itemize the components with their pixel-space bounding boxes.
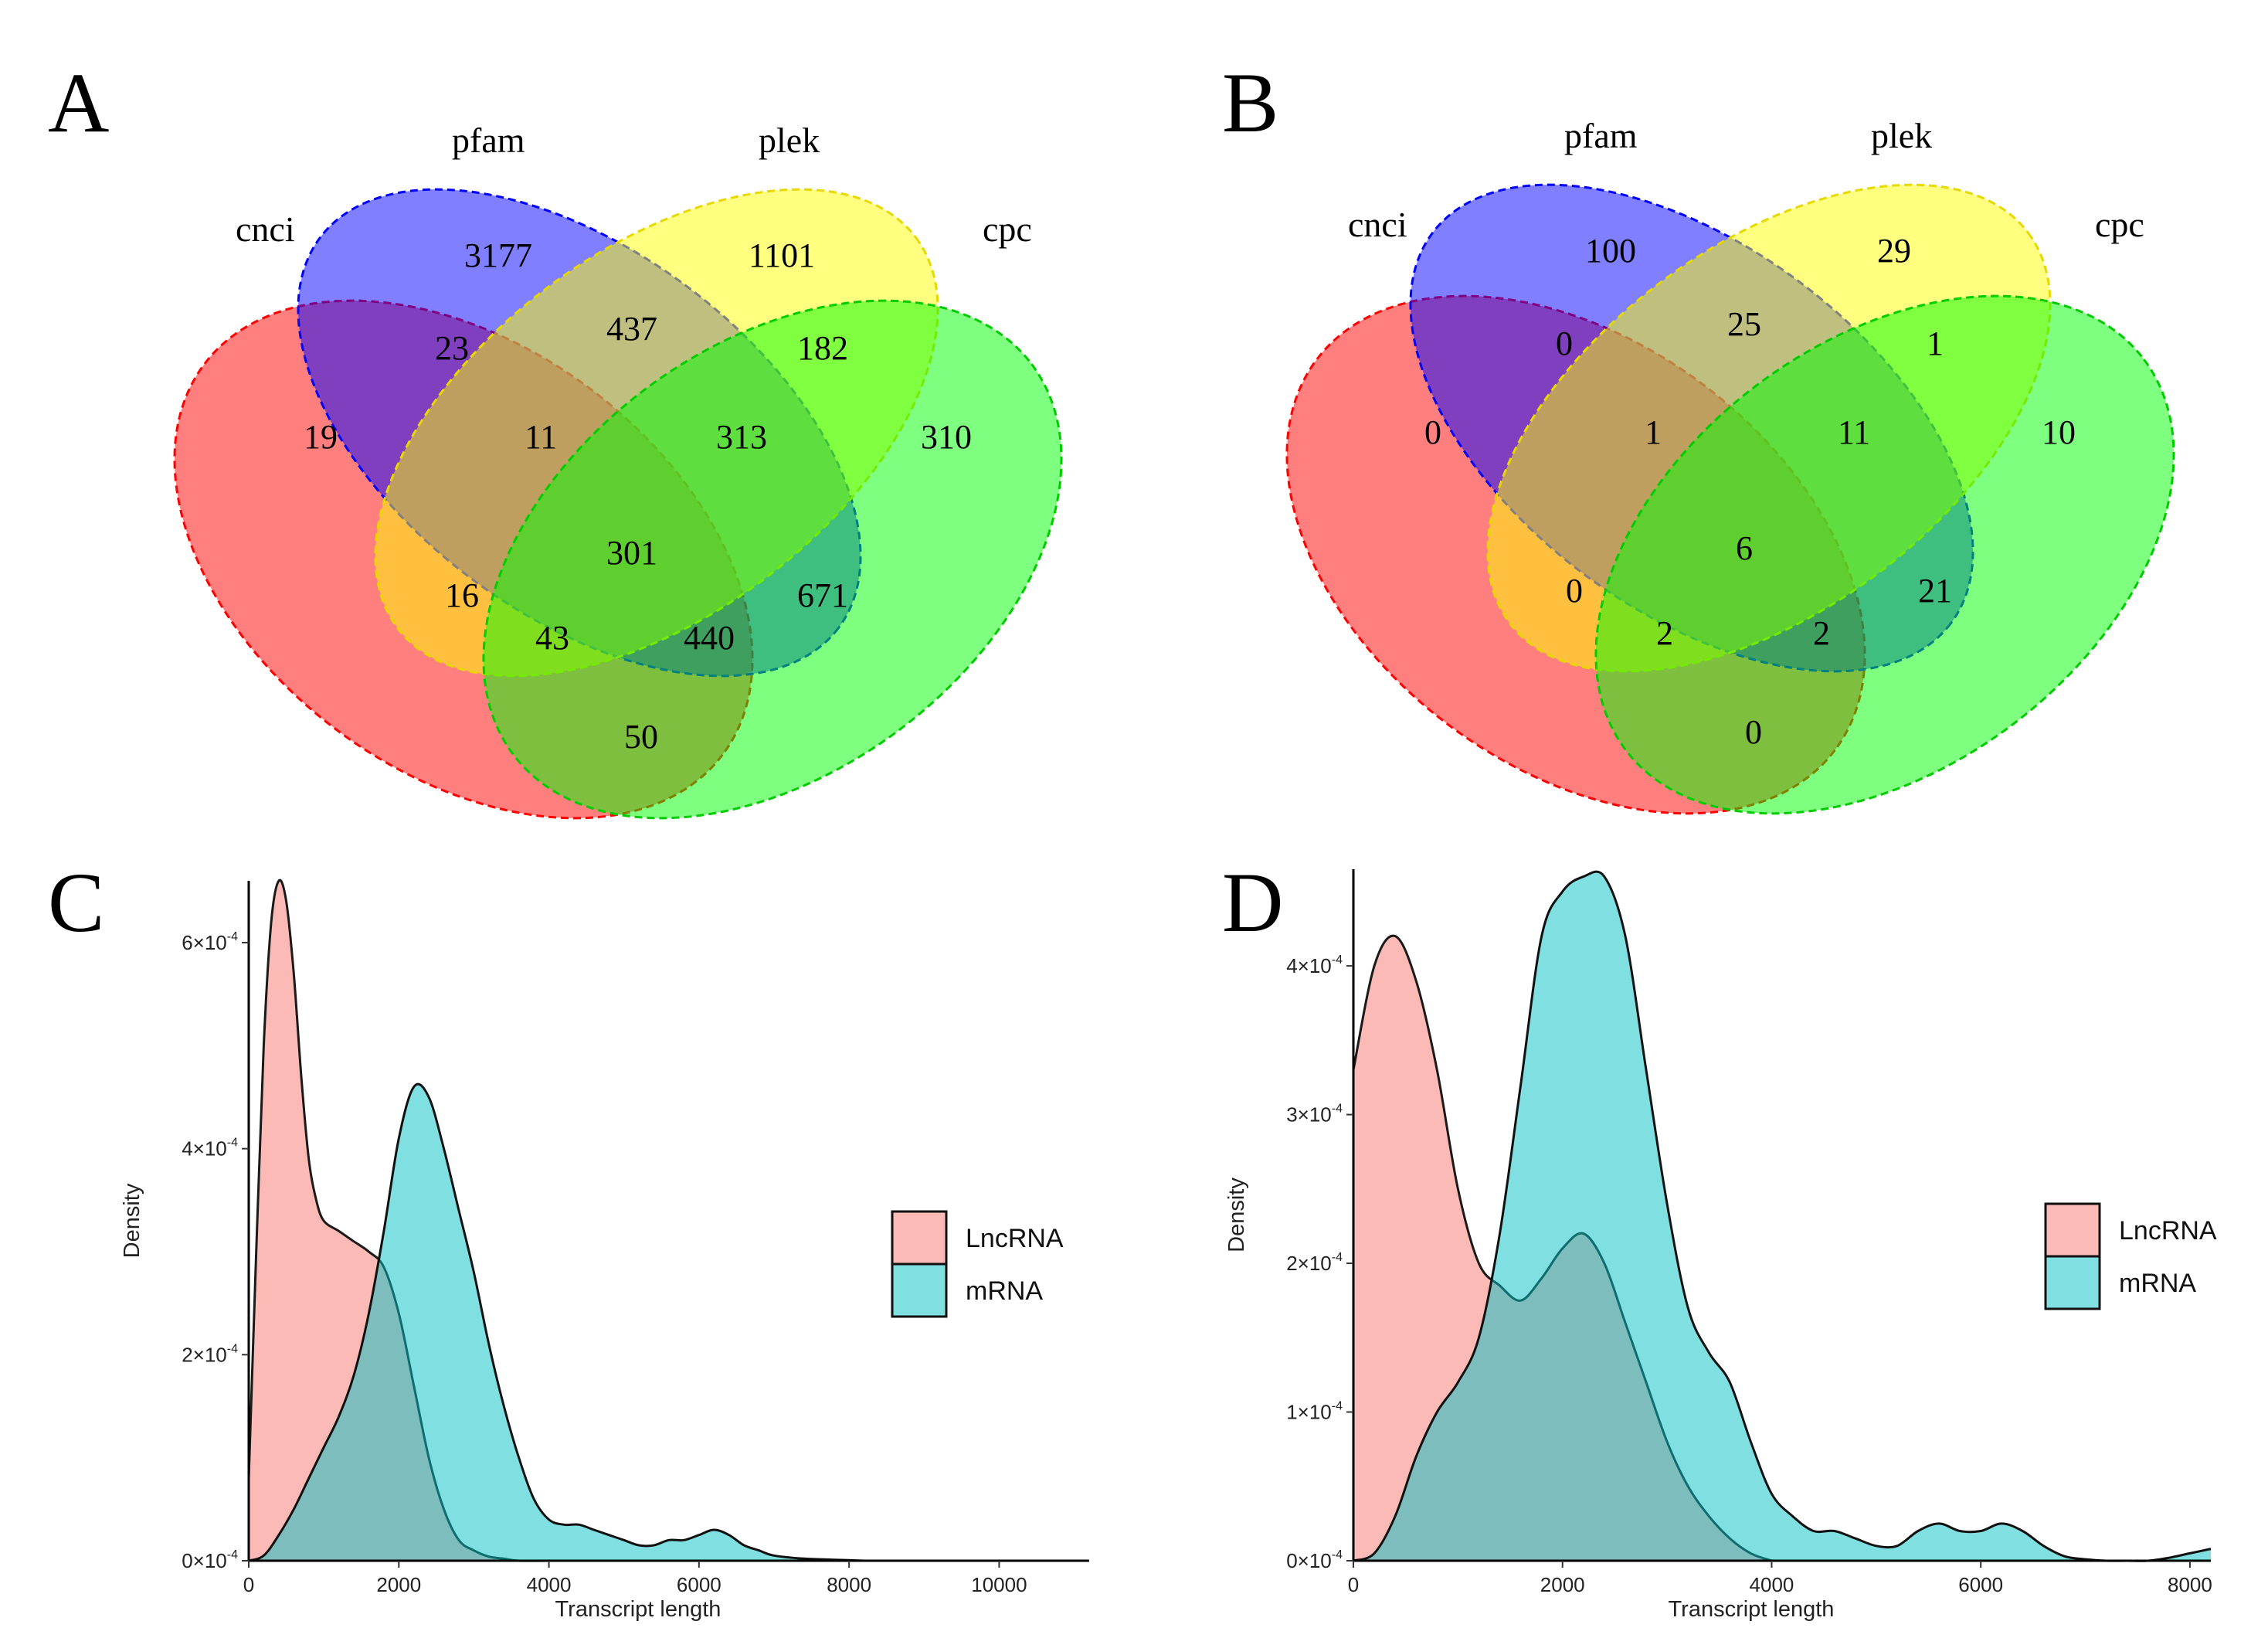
venn-a-label-pfam: pfam <box>452 121 525 160</box>
density-c-y-axis-title: Density <box>120 1183 144 1258</box>
panel-letter-d: D <box>1222 855 1283 950</box>
density-c-y-tick-label: 2×10-4 <box>182 1342 238 1366</box>
panel-c: C 0 2000 4000 6000 8000 10000 0×10-4 2×10-4 4×10… <box>48 855 1089 1622</box>
venn-b-count-cnci-pfam-plek: 1 <box>1645 413 1662 451</box>
density-d-x-axis-title: Transcript length <box>1669 1597 1835 1622</box>
density-c-x-tick-label: 2000 <box>376 1573 421 1596</box>
venn-a-count-cnci-cpc: 50 <box>624 718 658 756</box>
venn-a-count-cnci-pfam-plek: 11 <box>525 418 557 456</box>
density-d-x-tick-label: 6000 <box>1958 1573 2003 1596</box>
venn-b-count-cnci-cpc: 0 <box>1745 713 1762 751</box>
density-c-y-tick-label: 6×10-4 <box>182 930 238 954</box>
density-c-legend-label-lncrna: LncRNA <box>966 1224 1064 1253</box>
density-c-y-tick-label: 4×10-4 <box>182 1137 238 1161</box>
venn-a-count-cnci-plek: 16 <box>445 576 479 614</box>
density-d-legend-label-mrna: mRNA <box>2119 1269 2196 1298</box>
venn-a-count-cnci: 19 <box>304 418 338 456</box>
density-d-line-mrna <box>1353 870 2212 1562</box>
venn-a-count-pfam: 3177 <box>464 236 532 274</box>
venn-b-count-cnci: 0 <box>1424 413 1441 451</box>
density-c-legend-swatch-mrna <box>891 1262 948 1318</box>
venn-a-count-cnci-pfam: 23 <box>435 329 469 367</box>
panel-d: D 0 2000 4000 6000 8000 0×10-4 1×10-4 2×10-4 3×1… <box>1222 855 2217 1622</box>
venn-b-count-plek-cpc: 1 <box>1927 325 1944 362</box>
density-d-y-tick-label: 3×10-4 <box>1286 1103 1343 1127</box>
venn-a-count-cnci-pfam-cpc: 440 <box>684 619 735 657</box>
venn-a-count-pfam-plek: 437 <box>606 310 657 348</box>
density-c-x-tick-label: 6000 <box>677 1573 721 1596</box>
venn-b-count-all: 6 <box>1736 529 1753 567</box>
density-d-x-tick-label: 4000 <box>1750 1573 1794 1596</box>
density-d-x-tick-label: 2000 <box>1540 1573 1585 1596</box>
density-d-y-axis-title: Density <box>1224 1178 1249 1252</box>
venn-b-count-cpc: 10 <box>2042 413 2076 451</box>
density-c-x-tick-label: 8000 <box>827 1573 871 1596</box>
venn-b: cnci pfam plek cpc 0 100 29 10 0 25 1 1 … <box>1285 116 2175 815</box>
venn-b-count-cnci-plek-cpc: 2 <box>1656 614 1673 652</box>
venn-a-count-all: 301 <box>606 534 657 572</box>
density-d-y-tick-label: 4×10-4 <box>1286 953 1343 977</box>
density-d-legend-label-lncrna: LncRNA <box>2119 1216 2217 1245</box>
venn-a-count-pfam-plek-cpc: 313 <box>716 418 767 456</box>
venn-a: cnci pfam plek cpc 19 3177 1101 310 23 4… <box>173 121 1063 820</box>
venn-a-count-cnci-plek-cpc: 43 <box>535 619 569 657</box>
density-c-legend-swatch-lncrna <box>891 1210 948 1266</box>
venn-b-count-pfam-plek: 25 <box>1727 305 1761 343</box>
density-d-y-tick-label: 2×10-4 <box>1286 1251 1343 1275</box>
venn-a-ellipse-cpc <box>482 299 1063 820</box>
density-d-legend-swatch-lncrna <box>2044 1202 2101 1258</box>
venn-a-count-plek: 1101 <box>749 236 815 274</box>
venn-b-label-cpc: cpc <box>2095 205 2144 244</box>
venn-b-count-pfam: 100 <box>1585 232 1636 270</box>
venn-a-label-cpc: cpc <box>983 209 1032 249</box>
venn-a-label-cnci: cnci <box>236 209 295 249</box>
density-c-legend-label-mrna: mRNA <box>966 1276 1043 1306</box>
venn-b-count-pfam-plek-cpc: 11 <box>1838 413 1870 451</box>
density-chart-d: 0 2000 4000 6000 8000 0×10-4 1×10-4 2×10-4 3×10-… <box>1224 869 2217 1622</box>
density-d-y-tick-label: 0×10-4 <box>1286 1548 1343 1572</box>
density-c-x-tick-label: 4000 <box>527 1573 572 1596</box>
density-d-area-mrna <box>1353 872 2211 1562</box>
density-d-x-tick-label: 8000 <box>2168 1573 2212 1596</box>
density-d-y-tick-label: 1×10-4 <box>1286 1400 1343 1424</box>
venn-a-count-pfam-cpc: 671 <box>797 576 848 614</box>
panel-b: B cnci pfam plek cpc 0 100 29 10 0 25 1 … <box>1222 56 2175 815</box>
venn-b-count-cnci-pfam: 0 <box>1556 325 1573 362</box>
venn-b-count-plek: 29 <box>1877 232 1911 270</box>
panel-letter-c: C <box>48 855 104 950</box>
venn-a-count-cpc: 310 <box>921 418 972 456</box>
density-c-x-tick-label: 0 <box>243 1573 254 1596</box>
density-c-line-mrna <box>248 1082 864 1562</box>
venn-b-count-cnci-plek: 0 <box>1566 572 1583 610</box>
density-c-x-tick-label: 10000 <box>971 1573 1027 1596</box>
panel-letter-b: B <box>1222 56 1278 150</box>
panel-letter-a: A <box>48 56 109 150</box>
venn-b-count-cnci-pfam-cpc: 2 <box>1813 614 1830 652</box>
density-d-legend-swatch-mrna <box>2044 1255 2101 1310</box>
density-c-x-axis-title: Transcript length <box>555 1597 721 1622</box>
venn-b-count-pfam-cpc: 21 <box>1918 572 1952 610</box>
venn-b-label-cnci: cnci <box>1348 205 1407 244</box>
venn-a-label-plek: plek <box>759 121 820 160</box>
density-c-area-lncrna <box>249 880 587 1562</box>
venn-b-label-pfam: pfam <box>1564 116 1638 155</box>
venn-b-label-plek: plek <box>1871 116 1932 155</box>
density-c-y-tick-label: 0×10-4 <box>182 1548 238 1572</box>
density-d-x-tick-label: 0 <box>1348 1573 1359 1596</box>
panel-a: A cnci pfam plek cpc 19 3177 1101 310 23… <box>48 56 1063 820</box>
density-c-area-mrna <box>249 1084 864 1561</box>
venn-a-count-plek-cpc: 182 <box>797 329 848 367</box>
venn-b-ellipse-cpc <box>1594 294 2175 815</box>
density-chart-c: 0 2000 4000 6000 8000 10000 0×10-4 2×10-4 4×10-4… <box>120 878 1089 1622</box>
